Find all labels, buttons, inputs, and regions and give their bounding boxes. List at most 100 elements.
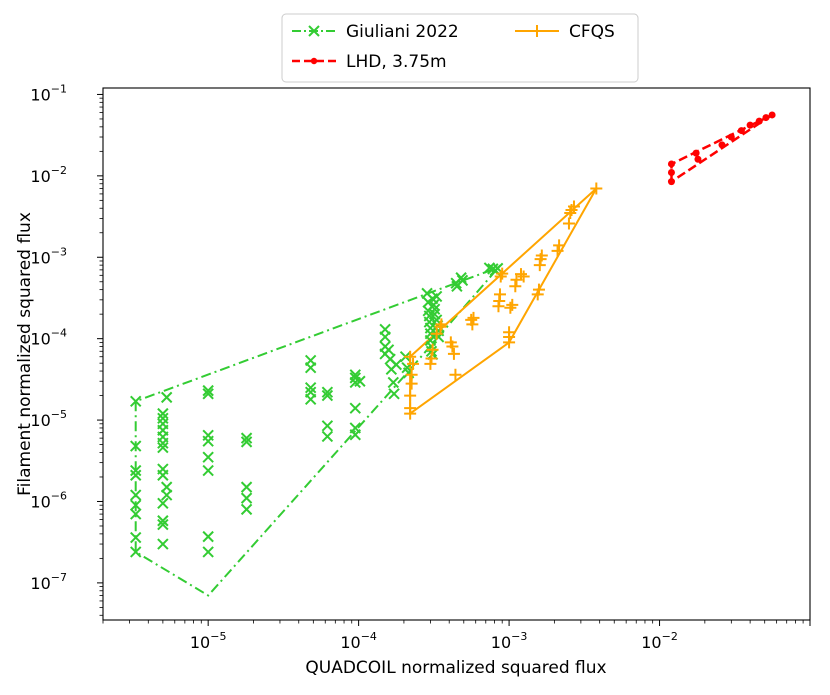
legend-marker-giuliani (308, 25, 320, 37)
legend-entry-cfqs[interactable]: CFQS (515, 22, 615, 42)
point-plus-marker (590, 182, 603, 195)
point-plus-marker (467, 311, 480, 324)
point-plus-marker (404, 402, 417, 415)
y-tick-label: 10−5 (30, 408, 67, 430)
point-x-marker (130, 489, 142, 501)
point-plus-marker (435, 318, 448, 331)
point-dot-marker (694, 155, 702, 163)
point-x-marker (456, 274, 469, 287)
point-x-marker (130, 546, 142, 558)
y-axis-ticks: 10−7 10−6 10−5 10−4 10−3 10−2 10−1 (30, 82, 103, 616)
point-x-marker (157, 407, 169, 420)
x-tick-label: 10−5 (190, 630, 227, 652)
point-x-marker (349, 402, 361, 414)
point-x-marker (202, 546, 214, 558)
point-plus-marker (449, 368, 462, 381)
point-plus-marker (446, 340, 459, 353)
point-plus-marker (509, 280, 522, 293)
legend-label-lhd: LHD, 3.75m (346, 52, 447, 72)
point-x-marker (304, 381, 317, 394)
point-x-marker (425, 345, 438, 357)
point-dot-marker (737, 127, 745, 135)
y-axis-title: Filament normalized squared flux (15, 212, 35, 496)
point-plus-marker (496, 267, 509, 280)
point-plus-marker (564, 206, 577, 219)
point-plus-marker (447, 347, 460, 360)
point-plus-marker (551, 244, 564, 257)
legend-label-cfqs: CFQS (569, 22, 615, 42)
point-dot-marker (762, 114, 770, 122)
point-x-marker (321, 386, 334, 398)
point-x-marker (130, 469, 142, 481)
point-x-marker (157, 469, 169, 481)
point-x-marker (202, 464, 214, 477)
point-plus-marker (514, 268, 527, 281)
point-x-marker (240, 432, 253, 444)
point-x-marker (157, 437, 169, 449)
point-plus-marker (506, 298, 519, 311)
point-x-marker (130, 531, 142, 544)
legend-marker-lhd (310, 57, 318, 65)
x-tick-label: 10−3 (491, 630, 528, 652)
point-plus-marker (532, 283, 545, 296)
point-plus-marker (425, 352, 438, 365)
point-x-marker (202, 530, 214, 543)
y-tick-label: 10−4 (30, 327, 67, 349)
point-x-marker (202, 388, 214, 400)
point-dot-marker (746, 121, 754, 129)
y-tick-label: 10−6 (30, 489, 67, 511)
point-plus-marker (567, 200, 580, 213)
point-plus-marker (517, 270, 530, 283)
point-plus-marker (494, 270, 507, 283)
legend[interactable]: Giuliani 2022 LHD, 3.75m CFQS (281, 13, 639, 83)
point-plus-marker (504, 301, 517, 314)
x-tick-label: 10−4 (340, 630, 377, 652)
y-tick-label: 10−1 (30, 82, 67, 104)
point-plus-marker (553, 239, 566, 252)
point-x-marker (349, 429, 361, 441)
point-plus-marker (503, 326, 516, 339)
legend-entry-lhd[interactable]: LHD, 3.75m (292, 52, 447, 72)
point-x-marker (157, 518, 169, 531)
point-x-marker (202, 384, 214, 397)
point-x-marker (130, 508, 142, 520)
point-x-marker (157, 441, 169, 454)
point-x-marker (157, 515, 169, 527)
point-dot-marker (755, 117, 763, 125)
point-plus-marker (493, 288, 506, 301)
legend-marker-cfqs (531, 25, 543, 37)
point-x-marker (240, 481, 253, 493)
point-plus-marker (466, 318, 479, 331)
point-x-marker (240, 492, 253, 504)
plot-frame (102, 87, 811, 621)
point-x-marker (202, 451, 214, 463)
point-plus-marker (430, 327, 443, 340)
point-dot-marker (718, 141, 726, 149)
y-tick-label: 10−3 (30, 245, 67, 267)
point-x-marker (354, 375, 366, 387)
y-tick-label: 10−7 (30, 571, 67, 593)
point-x-marker (388, 388, 400, 400)
point-x-marker (202, 435, 214, 447)
point-plus-marker (404, 389, 417, 402)
point-x-marker (157, 538, 169, 550)
point-x-marker (160, 489, 173, 501)
point-plus-marker (407, 357, 420, 370)
legend-entry-giuliani[interactable]: Giuliani 2022 (292, 22, 459, 42)
point-x-marker (321, 389, 334, 402)
point-dot-marker (692, 149, 700, 157)
x-tick-label: 10−2 (641, 630, 678, 652)
point-x-marker (430, 290, 443, 303)
point-x-marker (130, 440, 142, 452)
hull-line (134, 266, 500, 597)
point-x-marker (240, 436, 253, 448)
point-x-marker (130, 499, 142, 511)
legend-label-giuliani: Giuliani 2022 (346, 22, 459, 42)
point-x-marker (304, 361, 317, 374)
point-x-marker (382, 344, 395, 356)
point-x-marker (379, 331, 391, 343)
y-tick-label: 10−2 (30, 164, 67, 186)
point-dot-marker (667, 160, 675, 168)
point-plus-marker (562, 217, 575, 230)
